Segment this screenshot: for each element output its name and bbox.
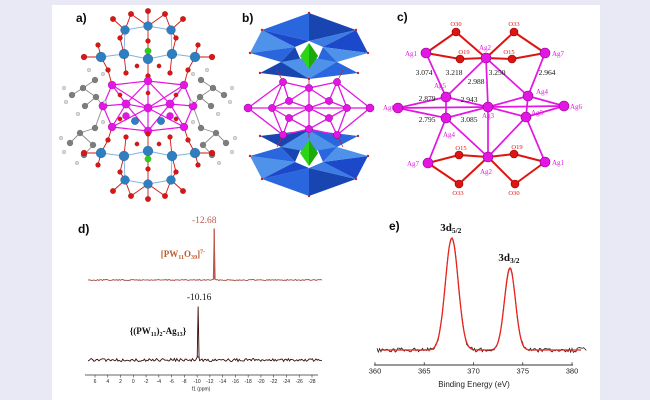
atom-label-ag2b: Ag2 xyxy=(480,168,493,176)
nmr-axis-label: f1 (ppm) xyxy=(192,387,211,393)
nmr-axis-tick: -26 xyxy=(296,379,303,385)
atom-label-ag5m: Ag5 xyxy=(434,82,447,90)
bond-distance-label: 2.943 xyxy=(461,95,478,104)
atom-label-ag5b: Ag5 xyxy=(531,109,544,117)
atom-label-o19b: O19 xyxy=(511,144,522,151)
nmr-bottom-species-label: {(PW11)2-Ag13} xyxy=(130,326,187,338)
atom-label-ag6r: Ag6 xyxy=(570,103,583,111)
xps-peak2-label: 3d3/2 xyxy=(498,252,519,265)
panel-a-atoms xyxy=(59,7,237,202)
xps-axis-tick: 360 xyxy=(369,367,382,376)
nmr-axis-tick: -18 xyxy=(245,379,252,385)
nmr-axis-tick: -20 xyxy=(257,379,264,385)
bond-distance-label: 2.795 xyxy=(419,115,436,124)
atom-label-o33b: O33 xyxy=(452,190,463,197)
bond-distance-label: 3.085 xyxy=(461,115,478,124)
nmr-top-peak-shift: -12.68 xyxy=(192,216,217,226)
panel-a-structure-image xyxy=(59,7,237,202)
nmr-axis-tick: 0 xyxy=(132,379,135,385)
atom-label-ag1t: Ag1 xyxy=(405,50,418,58)
xps-peak1-label: 3d5/2 xyxy=(440,222,461,235)
panel-c-edges xyxy=(397,31,565,185)
pom-unit-bottom xyxy=(248,128,370,198)
nmr-axis-tick: -14 xyxy=(219,379,226,385)
panel-e-letter: e) xyxy=(389,219,400,233)
nmr-axis-tick: -8 xyxy=(182,379,187,385)
nmr-axis-tick: -24 xyxy=(283,379,290,385)
nmr-axis-tick: -22 xyxy=(270,379,277,385)
atom-label-o30t: O30 xyxy=(450,21,461,28)
pom-unit-top xyxy=(248,11,370,81)
panel-a-letter: a) xyxy=(76,11,87,25)
panel-c-letter: c) xyxy=(397,10,408,24)
panel-c-silver-cluster-diagram: Ag1 Ag2 Ag7 Ag5 Ag4 Ag6 Ag3 Ag6 Ag4 Ag5 Ag7 Ag2 Ag1 O… xyxy=(383,21,583,197)
bond-distance-label: 3.218 xyxy=(446,68,463,77)
xps-axis-tick: 375 xyxy=(516,367,529,376)
atom-label-o15b: O15 xyxy=(455,145,466,152)
bond-distance-label: 2.879 xyxy=(419,94,436,103)
nmr-axis-tick: -10 xyxy=(193,379,200,385)
atom-label-o19t: O19 xyxy=(458,49,469,56)
panel-d-letter: d) xyxy=(78,222,90,236)
atom-label-ag2t: Ag2 xyxy=(479,44,492,52)
nmr-top-species-label: [PW11O39]7- xyxy=(161,249,206,261)
xps-axis-tick: 370 xyxy=(467,367,480,376)
panel-c-labels: Ag1 Ag2 Ag7 Ag5 Ag4 Ag6 Ag3 Ag6 Ag4 Ag5 Ag7 Ag2 Ag1 O… xyxy=(383,21,583,197)
atom-label-o15t: O15 xyxy=(503,49,514,56)
bond-distance-label: 2.964 xyxy=(539,68,556,77)
nmr-axis-tick: 6 xyxy=(94,379,97,385)
bond-distance-label: 2.988 xyxy=(468,77,485,86)
panel-d-nmr-spectra: -12.68 [PW11O39]7- -10.16 {(PW11)2-Ag13} 6 4 2… xyxy=(85,216,323,393)
atom-label-ag7t: Ag7 xyxy=(552,50,565,58)
bond-distance-label: 3.250 xyxy=(489,68,506,77)
atom-label-ag6l: Ag6 xyxy=(383,104,396,112)
bond-distance-label: 3.074 xyxy=(416,68,433,77)
atom-label-ag7b: Ag7 xyxy=(407,160,420,168)
xps-axis-tick: 380 xyxy=(566,367,579,376)
atom-label-ag4b: Ag4 xyxy=(443,131,456,139)
atom-label-ag1b: Ag1 xyxy=(552,159,565,167)
panel-e-xps-spectrum: 3d5/2 3d3/2 360 365 370 375 380 Binding Energy … xyxy=(369,222,587,389)
nmr-bottom-peak-shift: -10.16 xyxy=(187,293,212,303)
panel-b-polyhedra-image xyxy=(243,11,375,198)
atom-label-ag3c: Ag3 xyxy=(482,112,495,120)
panel-b-silver-belt-atoms xyxy=(243,78,375,139)
nmr-axis-tick: -2 xyxy=(144,379,149,385)
nmr-axis-tick: 2 xyxy=(119,379,122,385)
xps-axis-label: Binding Energy (eV) xyxy=(438,380,510,389)
nmr-axis-tick: -12 xyxy=(206,379,213,385)
nmr-axis-tick: -6 xyxy=(169,379,174,385)
nmr-axis-tick: -28 xyxy=(308,379,315,385)
nmr-axis-tick: -16 xyxy=(232,379,239,385)
atom-label-o33t: O33 xyxy=(508,21,519,28)
atom-label-o30b: O30 xyxy=(508,190,519,197)
nmr-axis-tick: -4 xyxy=(157,379,162,385)
xps-axis-tick: 365 xyxy=(418,367,431,376)
panel-b-letter: b) xyxy=(242,11,254,25)
atom-label-ag4m: Ag4 xyxy=(536,88,549,96)
nmr-axis-tick: 4 xyxy=(106,379,109,385)
panel-c-nodes xyxy=(392,27,570,189)
